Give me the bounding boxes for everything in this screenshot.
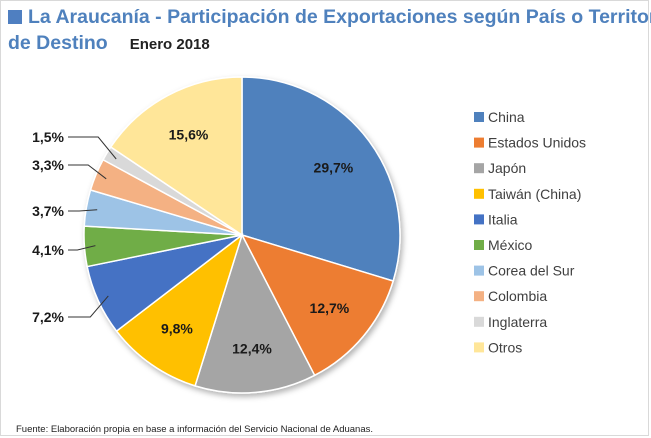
pie-slices [83, 76, 401, 394]
legend-swatch-otros [474, 342, 484, 353]
chart-title-line2: de Destino Enero 2018 [8, 32, 648, 55]
pie-slice-china [241, 76, 401, 282]
data-label-japon: 12,4% [232, 340, 272, 356]
legend-label-corea-del-sur: Corea del Sur [488, 263, 575, 279]
data-label-taiwan-china: 9,8% [161, 320, 193, 336]
legend-label-otros: Otros [488, 339, 522, 355]
data-label-china: 29,7% [314, 159, 354, 175]
leader-line-corea-del-sur [68, 209, 98, 212]
data-label-italia: 7,2% [32, 309, 64, 325]
legend-swatch-italia [474, 214, 484, 225]
data-label-otros: 15,6% [169, 127, 209, 143]
legend-label-china: China [488, 109, 525, 125]
legend-label-japon: Japón [488, 160, 526, 176]
pie-chart: 29,7% 12,7% 12,4% 9,8% 7,2% 4,1% 3,7% 3,3% 1,5% 1… [32, 76, 586, 394]
data-label-estados-unidos: 12,7% [310, 300, 350, 316]
pie-slice-estados-unidos [240, 233, 395, 377]
legend-label-colombia: Colombia [488, 288, 547, 304]
legend-swatch-corea-del-sur [474, 265, 484, 276]
chart-title-block: La Araucanía - Participación de Exportac… [8, 6, 651, 55]
legend-swatch-inglaterra [474, 316, 484, 327]
pie-slice-otros [109, 76, 243, 237]
leader-line-mexico [68, 245, 96, 251]
pie-slice-japon [194, 233, 316, 394]
leader-lines [68, 136, 117, 318]
leader-line-italia [68, 295, 109, 318]
leader-line-colombia [68, 164, 107, 180]
chart-title-line1: La Araucanía - Participación de Exportac… [8, 6, 651, 29]
data-labels: 29,7% 12,7% 12,4% 9,8% 7,2% 4,1% 3,7% 3,3% 1,5% 1… [32, 127, 354, 357]
data-label-inglaterra: 1,5% [32, 129, 64, 145]
chart-subtitle: Enero 2018 [129, 36, 210, 53]
data-label-corea-del-sur: 3,7% [32, 203, 64, 219]
legend-label-estados-unidos: Estados Unidos [488, 135, 586, 151]
legend-swatch-japon [474, 163, 484, 174]
legend-swatch-colombia [474, 291, 484, 302]
legend-label-mexico: México [488, 237, 533, 253]
chart-title-text: La Araucanía - Participación de Exportac… [28, 6, 651, 28]
legend-label-inglaterra: Inglaterra [488, 314, 547, 330]
legend-swatch-estados-unidos [474, 137, 484, 148]
leader-line-inglaterra [68, 136, 117, 160]
legend-swatch-mexico [474, 240, 484, 250]
title-square-icon [8, 10, 22, 24]
legend-label-taiwan-china: Taiwán (China) [488, 186, 581, 202]
pie-slice-taiwan-china [115, 232, 244, 387]
chart-legend: China Estados Unidos Japón Taiwán (China) It… [474, 109, 586, 355]
data-label-colombia: 3,3% [32, 157, 64, 173]
chart-title-continuation: de Destino [8, 32, 108, 54]
source-note: Fuente: Elaboración propia en base a inf… [16, 424, 374, 435]
data-label-mexico: 4,1% [32, 242, 64, 258]
legend-label-italia: Italia [488, 211, 518, 227]
legend-swatch-china [474, 112, 484, 122]
legend-swatch-taiwan-china [474, 188, 484, 199]
